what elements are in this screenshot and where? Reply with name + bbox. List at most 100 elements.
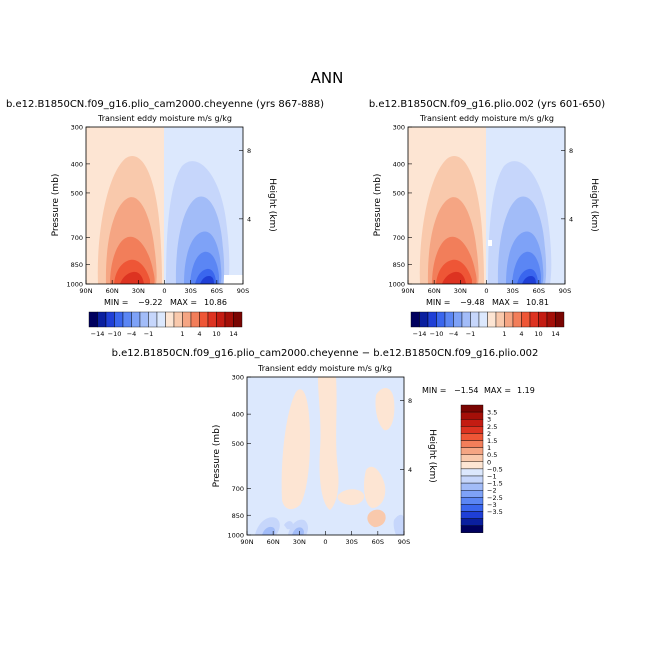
colorbar-swatch [122,311,132,328]
y-tick-label: 400 [232,411,244,419]
max-value: 1.19 [517,386,535,395]
colorbar-swatch [182,311,192,328]
colorbar-swatch [460,525,484,534]
panel-title: b.e12.B1850CN.f09_g16.plio_cam2000.cheye… [6,99,324,110]
y2-tick-label: 8 [247,147,251,155]
colorbar-tick-label: −1 [466,330,476,338]
min-max-readout: MIN = −9.22 MAX = 10.86 [104,298,227,307]
y-tick-label: 700 [232,485,244,493]
min-label: MIN = [426,298,451,307]
x-tick-label: 90S [559,287,571,295]
colorbar-swatch [461,311,471,328]
colorbar-swatch [460,482,484,491]
y-tick-label: 1000 [227,532,244,540]
panel-control: b.e12.B1850CN.f09_g16.plio_cam2000.cheye… [6,99,324,338]
y-tick-label: 700 [71,234,83,242]
colorbar: −14 −10 −4 −1 1 4 10 14 [410,311,565,338]
colorbar-swatch [487,311,497,328]
colorbar-swatch [173,311,183,328]
x-tick-label: 90N [401,287,414,295]
y-tick-label: 300 [393,124,405,132]
colorbar-swatch [199,311,209,328]
colorbar-tick-label: 4 [519,330,523,338]
colorbar-swatch [165,311,175,328]
contour-field [247,377,404,535]
y-tick-label: 850 [71,261,83,269]
colorbar-swatch [460,497,484,505]
colorbar-swatch [460,433,484,441]
x-tick-label: 90N [240,538,253,546]
colorbar-tick-label: 1.5 [487,437,497,445]
colorbar-swatch [546,311,556,328]
y-tick-label: 300 [71,124,83,132]
panel-title: b.e12.B1850CN.f09_g16.plio.002 (yrs 601-… [369,99,605,110]
y2-axis-label: Height (km) [589,178,599,232]
colorbar-swatch [88,311,98,328]
x-tick-label: 60S [372,538,384,546]
colorbar-swatch [97,311,107,328]
colorbar-tick-label: −4 [449,330,459,338]
x-tick-label: 0 [484,287,488,295]
colorbar-tick-label: 2 [487,430,491,438]
x-tick-label: 60S [211,287,223,295]
y2-tick-label: 4 [408,466,412,474]
colorbar-tick-label: 1 [180,330,184,338]
y-tick-label: 1000 [388,281,405,289]
colorbar-tick-label: −0.5 [487,465,503,473]
colorbar-swatch [148,311,158,328]
colorbar-swatch [216,311,226,328]
min-value: −9.48 [460,298,485,307]
colorbar-tick-label: 1 [487,444,491,452]
colorbar-swatch [131,311,141,328]
colorbar-tick-label: 3.5 [487,409,497,417]
max-value: 10.81 [526,298,549,307]
colorbar: −14 −10 −4 −1 1 4 10 14 [88,311,243,338]
y-tick-label: 500 [71,189,83,197]
y2-axis: 84 [400,397,412,474]
y-tick-label: 700 [393,234,405,242]
y-tick-label: 300 [232,374,244,382]
colorbar: 3.532.521.510.50−0.5−1−1.5−2−2.5−3−3.5 [460,404,503,534]
panel-difference: b.e12.B1850CN.f09_g16.plio_cam2000.cheye… [112,348,539,546]
colorbar-swatch [460,490,484,498]
colorbar-tick-label: 2.5 [487,423,497,431]
colorbar-tick-label: 1 [502,330,506,338]
colorbar-tick-label: 0 [487,458,491,466]
colorbar-swatch [190,311,200,328]
colorbar-swatch [460,419,484,427]
x-tick-label: 30N [132,287,145,295]
colorbar-swatch [114,311,124,328]
colorbar-swatch [460,426,484,434]
x-tick-label: 30N [454,287,467,295]
x-tick-label: 90S [398,538,410,546]
colorbar-tick-label: 10 [212,330,220,338]
y-axis: 300 400 500 700 850 1000 [66,124,90,289]
colorbar-tick-label: 14 [551,330,559,338]
y2-tick-label: 8 [408,397,412,405]
max-label: MAX = [170,298,197,307]
contour-field [86,127,243,284]
x-tick-label: 60S [533,287,545,295]
colorbar-swatch [470,311,480,328]
x-tick-label: 60N [106,287,119,295]
x-tick-label: 0 [162,287,166,295]
colorbar-swatch [538,311,548,328]
y-tick-label: 850 [393,261,405,269]
x-tick-label: 90N [79,287,92,295]
min-max-readout: MIN = −1.54 MAX = 1.19 [422,386,535,395]
y-axis: 300 400 500 700 850 1000 [227,374,251,540]
colorbar-tick-label: −14 [413,330,427,338]
x-tick-label: 60N [267,538,280,546]
colorbar-tick-label: −10 [108,330,122,338]
colorbar-tick-label: −1 [144,330,154,338]
min-label: MIN = [422,386,447,395]
colorbar-swatch [478,311,488,328]
colorbar-tick-label: −3.5 [487,508,503,516]
min-value: −1.54 [454,386,479,395]
x-tick-label: 30S [345,538,357,546]
colorbar-tick-label: −10 [430,330,444,338]
x-tick-label: 30S [184,287,196,295]
page-title: ANN [311,69,344,87]
colorbar-swatch [460,440,484,448]
y2-axis-label: Height (km) [267,178,277,232]
